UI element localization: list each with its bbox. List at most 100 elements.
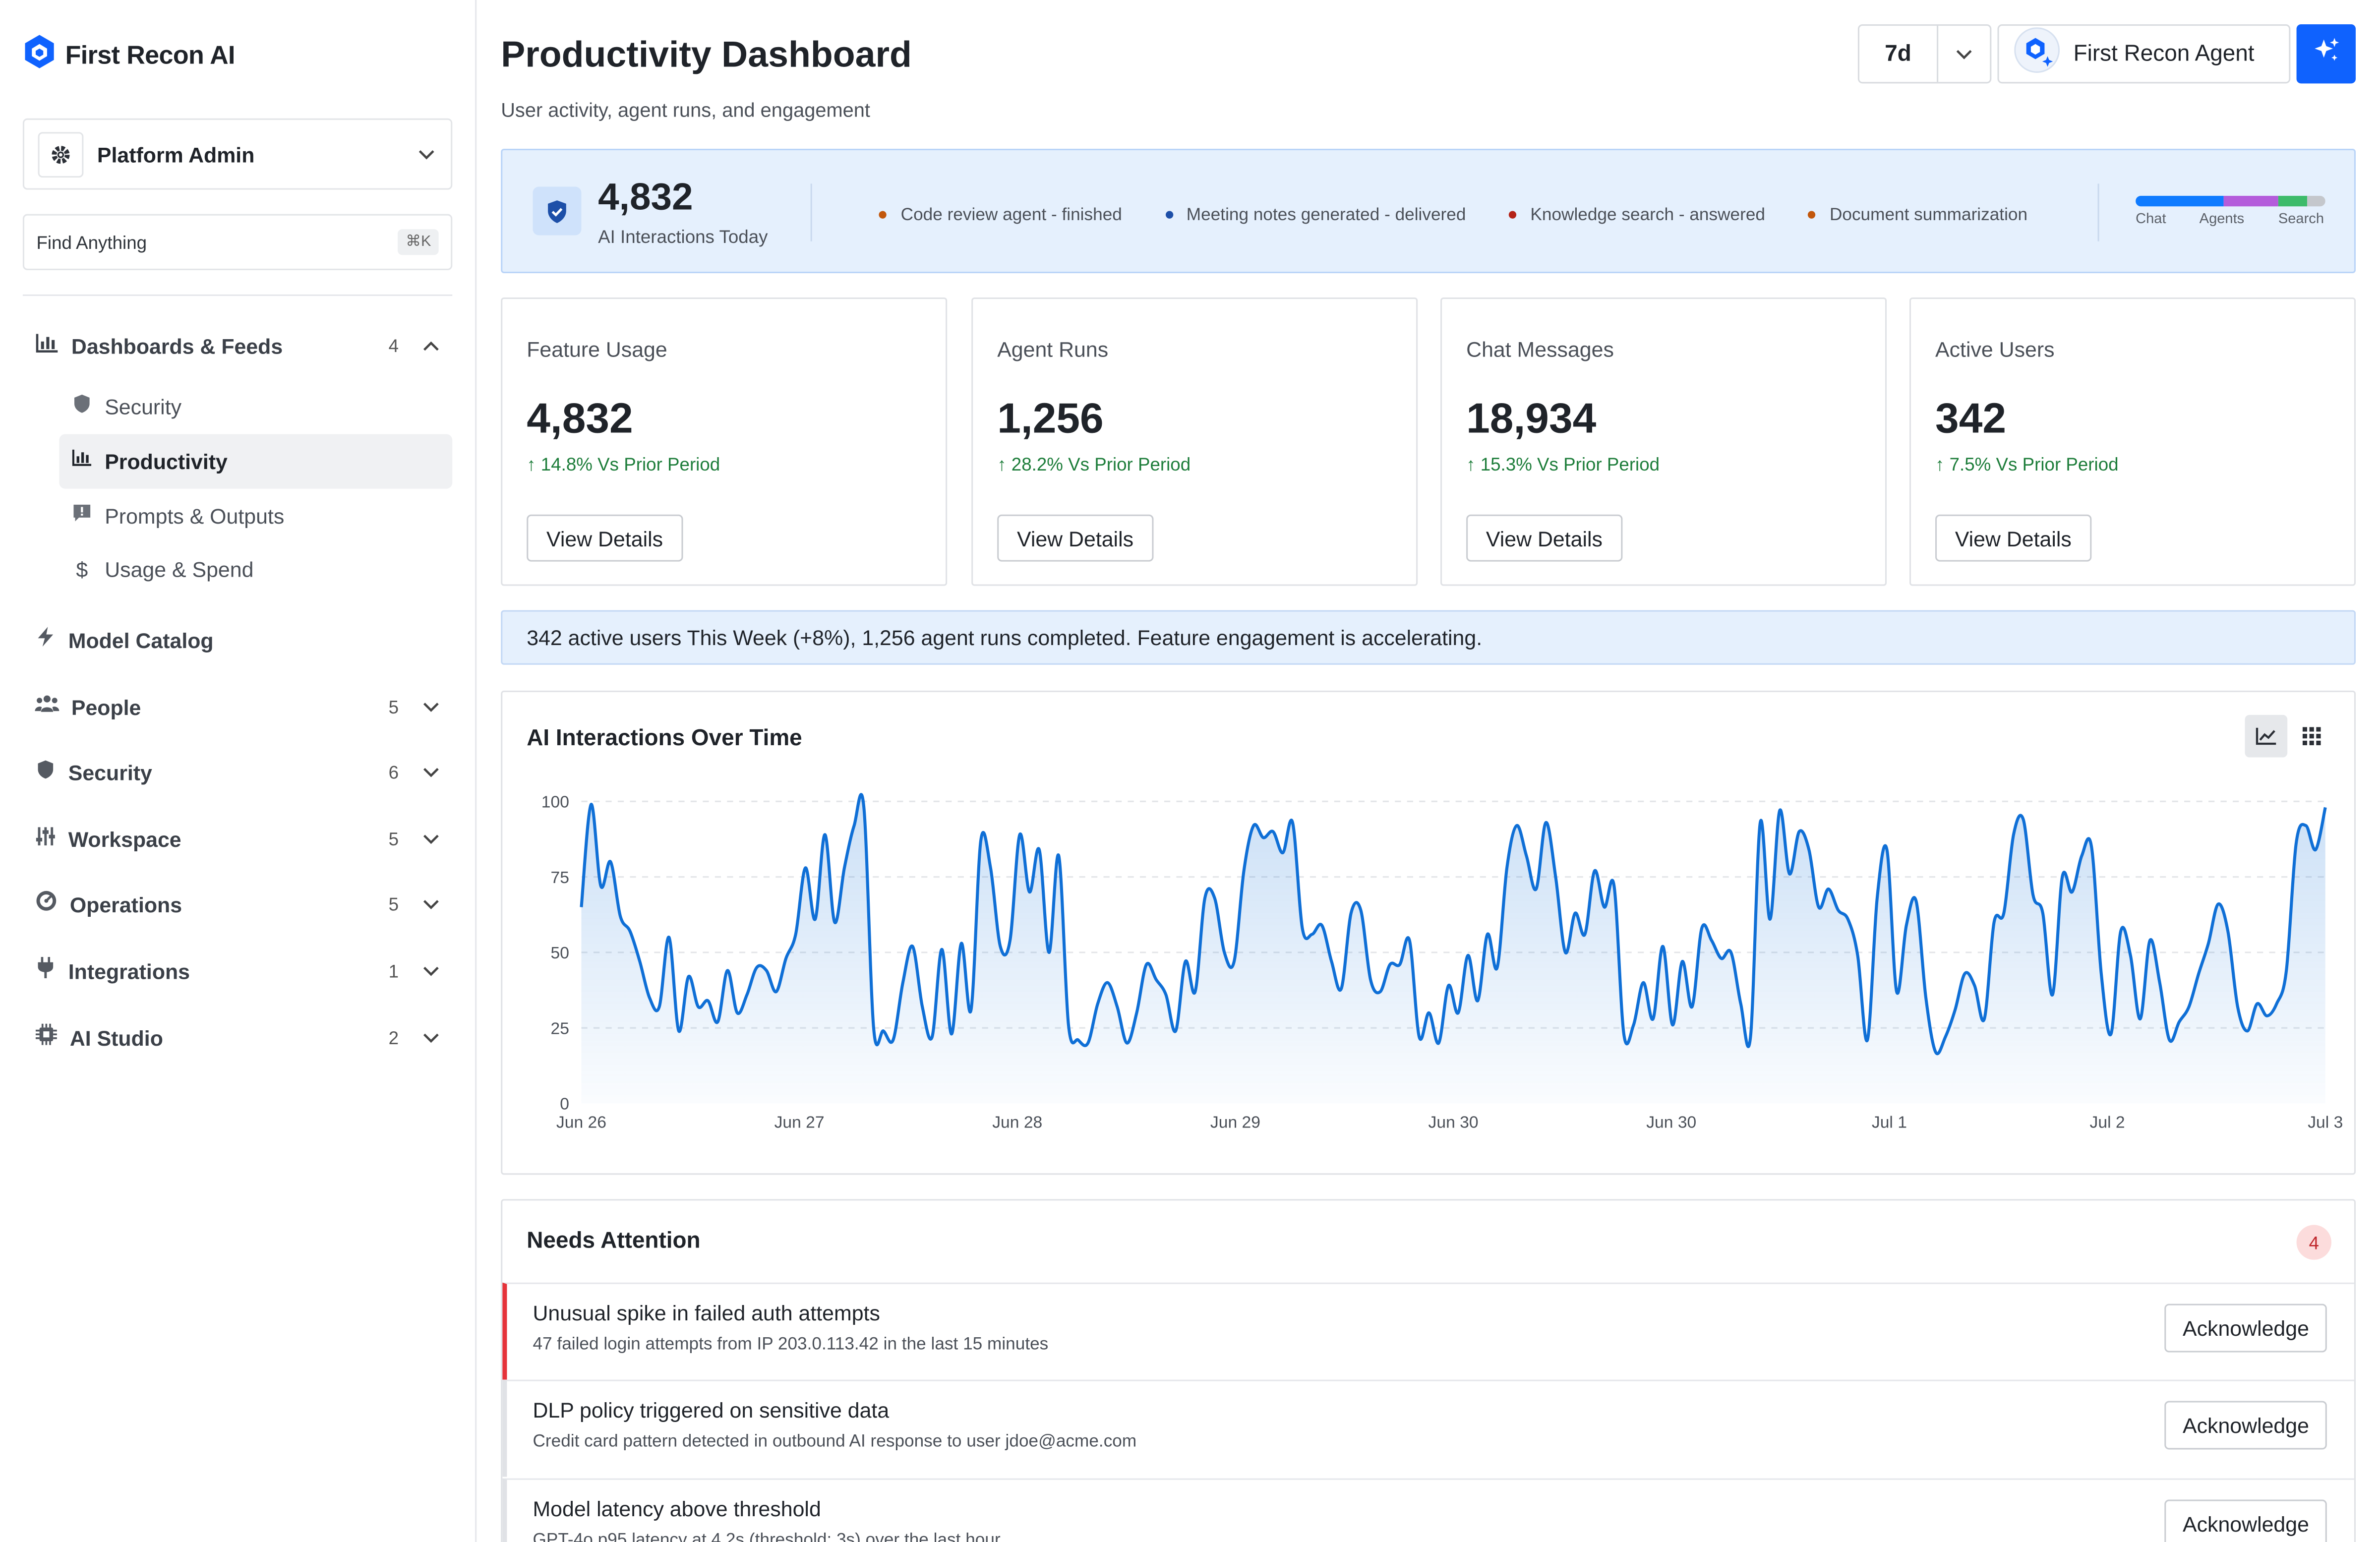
attention-item-title: DLP policy triggered on sensitive data	[533, 1398, 890, 1423]
kpi-label: Active Users	[1935, 337, 2055, 361]
sidebar-item-security-dashboard[interactable]: Security	[59, 379, 452, 434]
plug-icon	[35, 956, 56, 987]
kpi-label: Feature Usage	[527, 337, 667, 361]
sidebar-section-security[interactable]: Security 6	[23, 747, 452, 798]
acknowledge-button[interactable]: Acknowledge	[2164, 1401, 2327, 1450]
usage-mix-segment	[2306, 195, 2325, 207]
attention-title: Needs Attention	[527, 1228, 701, 1254]
sidebar-section-label: Dashboards & Feeds	[71, 334, 283, 358]
dollar-icon: $	[76, 557, 88, 582]
chevron-down-icon	[417, 140, 436, 168]
chevron-down-icon	[422, 891, 440, 918]
chevron-down-icon	[422, 1024, 440, 1052]
sidebar-section-operations[interactable]: Operations 5	[23, 879, 452, 930]
message-alert-icon	[71, 502, 93, 531]
view-details-button[interactable]: View Details	[997, 514, 1153, 562]
search-input[interactable]: Find Anything ⌘K	[22, 214, 453, 270]
sparkle-icon	[2313, 36, 2340, 71]
ai-assist-button[interactable]	[2296, 24, 2356, 84]
sidebar-item-label: Security	[105, 394, 182, 419]
sidebar-section-label: Operations	[69, 892, 182, 917]
feed-item-text: Document summarization	[1829, 205, 2028, 224]
chevron-down-icon	[422, 759, 440, 786]
sidebar-section-integrations[interactable]: Integrations 1	[23, 946, 452, 997]
shield-icon	[35, 758, 56, 787]
view-details-button[interactable]: View Details	[527, 514, 683, 562]
view-details-button[interactable]: View Details	[1466, 514, 1622, 562]
sidebar-section-label: People	[71, 695, 141, 720]
grid-view-icon[interactable]	[2290, 715, 2333, 758]
feed-item: Code review agent - finished	[879, 206, 1122, 224]
attention-item-desc: GPT-4o p95 latency at 4.2s (threshold: 3…	[533, 1531, 1001, 1542]
chart-view-toggle	[2245, 714, 2333, 758]
page-title: Productivity Dashboard	[501, 35, 912, 76]
chevron-down-icon	[422, 958, 440, 985]
sidebar-section-label: Integrations	[68, 959, 190, 984]
kpi-card-feature-usage: Feature Usage 4,832 ↑ 14.8% Vs Prior Per…	[501, 297, 948, 586]
mix-legend-chat: Chat	[2136, 211, 2166, 228]
x-tick-label: Jun 27	[774, 1113, 825, 1131]
kpi-delta: ↑ 7.5% Vs Prior Period	[1935, 454, 2119, 475]
ticker-label: AI Interactions Today	[598, 226, 768, 247]
acknowledge-button[interactable]: Acknowledge	[2164, 1304, 2327, 1353]
org-switcher[interactable]: Platform Admin	[22, 118, 453, 190]
sidebar-section-label: AI Studio	[69, 1026, 163, 1051]
attention-item-title: Model latency above threshold	[533, 1496, 821, 1521]
chevron-down-icon	[422, 826, 440, 853]
shield-check-icon	[533, 186, 582, 236]
search-placeholder: Find Anything	[36, 231, 147, 253]
sidebar-section-label: Model Catalog	[68, 628, 214, 653]
time-range-select[interactable]: 7d	[1857, 24, 1992, 84]
lightning-icon	[35, 625, 56, 655]
feed-item-text: Meeting notes generated - delivered	[1186, 205, 1466, 224]
view-details-button[interactable]: View Details	[1935, 514, 2091, 562]
attention-item-title: Unusual spike in failed auth attempts	[533, 1301, 880, 1325]
bar-chart-icon	[71, 448, 93, 475]
kpi-delta: ↑ 14.8% Vs Prior Period	[527, 454, 720, 475]
sidebar-divider	[22, 294, 453, 296]
mix-legend-agents: Agents	[2199, 211, 2245, 228]
chevron-down-icon[interactable]	[1938, 26, 1990, 82]
y-tick-label: 100	[541, 793, 569, 812]
kpi-label: Agent Runs	[997, 337, 1109, 361]
sidebar-item-productivity[interactable]: Productivity	[59, 434, 453, 489]
agent-logo-icon	[2014, 27, 2060, 80]
attention-item: Unusual spike in failed auth attempts 47…	[502, 1282, 2354, 1380]
sidebar-section-count: 2	[388, 1027, 399, 1049]
x-tick-label: Jul 1	[1872, 1113, 1907, 1131]
insight-summary: 342 active users This Week (+8%), 1,256 …	[501, 610, 2356, 665]
people-icon	[35, 694, 60, 721]
sidebar-section-model-catalog[interactable]: Model Catalog	[23, 615, 452, 666]
x-tick-label: Jun 28	[992, 1113, 1042, 1131]
y-tick-label: 75	[551, 869, 569, 887]
mix-legend-search: Search	[2278, 211, 2324, 228]
sidebar-item-prompts-outputs[interactable]: Prompts & Outputs	[59, 489, 452, 543]
line-chart-icon[interactable]	[2245, 714, 2288, 758]
acknowledge-button[interactable]: Acknowledge	[2164, 1499, 2327, 1542]
ticker-divider	[2097, 183, 2099, 241]
chevron-down-icon	[422, 694, 440, 721]
page-subtitle: User activity, agent runs, and engagemen…	[501, 98, 870, 121]
kpi-card-chat-messages: Chat Messages 18,934 ↑ 15.3% Vs Prior Pe…	[1440, 297, 1887, 586]
feed-item: Document summarization	[1808, 206, 2027, 224]
ticker-divider	[810, 183, 812, 241]
sidebar-item-label: Productivity	[105, 449, 228, 474]
sidebar-item-usage-spend[interactable]: $ Usage & Spend	[59, 542, 452, 596]
sidebar: First Recon AI Platform Admin Find Anyth…	[0, 0, 477, 1542]
sidebar-section-workspace[interactable]: Workspace 5	[23, 814, 452, 865]
sidebar-section-ai-studio[interactable]: AI Studio 2	[23, 1012, 452, 1064]
sidebar-section-dashboards[interactable]: Dashboards & Feeds 4	[23, 320, 452, 372]
brand[interactable]: First Recon AI	[23, 33, 236, 77]
attention-item: Model latency above threshold GPT-4o p95…	[502, 1478, 2354, 1542]
agent-button[interactable]: First Recon Agent	[1997, 24, 2291, 84]
y-tick-label: 0	[560, 1095, 569, 1114]
sidebar-section-count: 4	[388, 335, 399, 357]
sidebar-section-people[interactable]: People 5	[23, 681, 452, 733]
logo-icon	[23, 33, 56, 77]
time-range-value: 7d	[1859, 26, 1939, 82]
shield-icon	[71, 392, 93, 421]
sidebar-section-count: 1	[388, 960, 399, 982]
kpi-label: Chat Messages	[1466, 337, 1614, 361]
sidebar-item-label: Usage & Spend	[105, 557, 254, 582]
gear-icon	[38, 131, 84, 177]
